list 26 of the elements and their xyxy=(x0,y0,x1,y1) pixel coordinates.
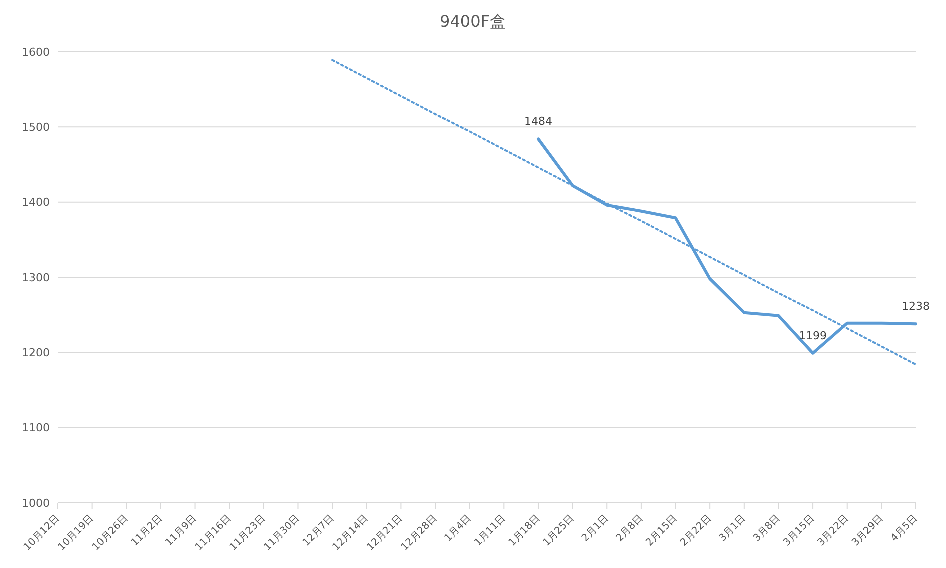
x-tick-label: 11月2日 xyxy=(130,513,166,549)
y-tick-label: 1300 xyxy=(22,271,50,284)
x-tick-label: 3月22日 xyxy=(816,513,852,549)
x-tick-label: 1月25日 xyxy=(541,513,577,549)
x-tick-label: 1月18日 xyxy=(507,513,543,549)
data-label: 1238 xyxy=(902,300,930,314)
y-tick-label: 1500 xyxy=(22,121,50,134)
data-label: 1199 xyxy=(799,329,828,342)
x-tick-label: 3月29日 xyxy=(850,513,886,549)
y-tick-label: 1000 xyxy=(22,496,50,510)
x-tick-label: 2月1日 xyxy=(580,513,612,544)
x-tick-label: 3月15日 xyxy=(782,513,818,549)
x-tick-label: 3月1日 xyxy=(718,513,748,544)
y-tick-label: 1600 xyxy=(22,46,50,59)
y-tick-label: 1200 xyxy=(22,346,50,360)
x-tick-label: 4月5日 xyxy=(889,513,920,544)
x-tick-label: 3月8日 xyxy=(752,513,783,544)
x-tick-label: 1月11日 xyxy=(472,513,508,549)
chart-title: 9400F盒 xyxy=(439,12,507,33)
y-tick-label: 1400 xyxy=(22,196,50,210)
data-label: 1484 xyxy=(524,115,552,128)
x-tick-label: 2月15日 xyxy=(644,513,680,549)
x-tick-label: 2月8日 xyxy=(614,513,646,544)
x-tick-label: 2月22日 xyxy=(678,513,714,549)
y-tick-label: 1100 xyxy=(22,422,50,435)
x-tick-label: 1月4日 xyxy=(442,513,474,544)
